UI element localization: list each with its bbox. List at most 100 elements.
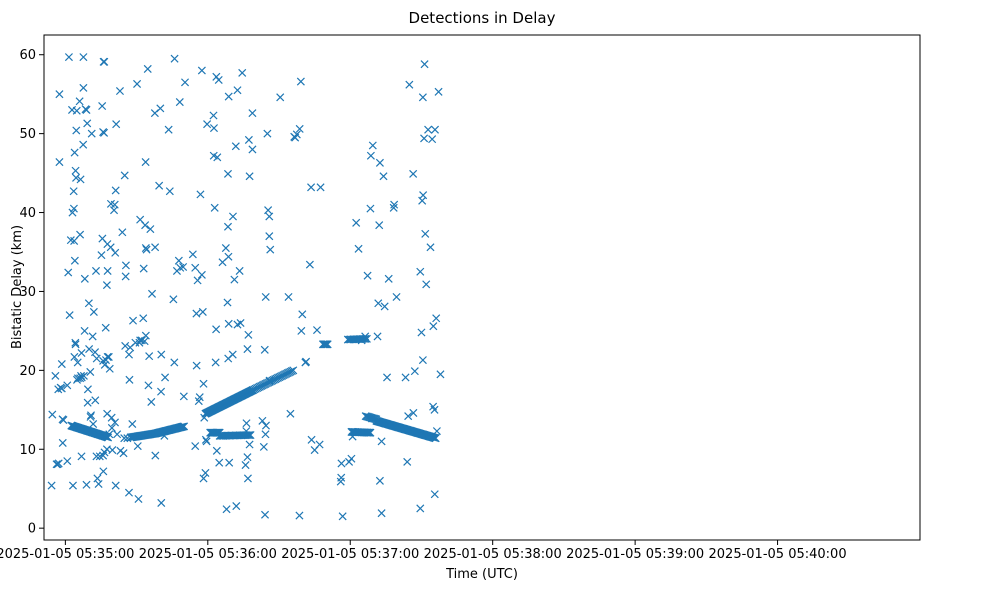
data-point-43 xyxy=(77,371,86,380)
data-point-265 xyxy=(307,435,316,444)
data-point-317 xyxy=(422,280,431,289)
data-point-150 xyxy=(147,397,156,406)
data-point-236 xyxy=(248,109,257,118)
data-point-156 xyxy=(157,387,166,396)
data-point-171 xyxy=(180,78,190,87)
data-point-88 xyxy=(101,323,110,332)
data-point-181 xyxy=(196,190,205,199)
data-point-174 xyxy=(191,263,200,272)
y-tick-label-6: 60 xyxy=(19,48,36,63)
data-point-201 xyxy=(214,75,223,85)
data-point-148 xyxy=(146,225,155,234)
data-point-29 xyxy=(70,256,79,265)
data-point-182 xyxy=(197,66,206,75)
data-point-567 xyxy=(243,431,252,440)
data-point-12 xyxy=(55,90,64,99)
y-tick-label-0: 0 xyxy=(28,522,36,537)
data-point-154 xyxy=(155,181,164,190)
data-point-152 xyxy=(151,243,160,252)
data-point-149 xyxy=(147,289,157,298)
data-point-222 xyxy=(235,266,244,275)
data-point-68 xyxy=(91,348,100,357)
data-point-59 xyxy=(84,299,93,308)
data-point-324 xyxy=(430,405,439,414)
data-point-295 xyxy=(384,274,393,283)
data-point-307 xyxy=(416,267,425,276)
data-point-32 xyxy=(71,166,80,175)
data-point-51 xyxy=(80,326,89,335)
data-point-91 xyxy=(102,281,111,290)
data-point-227 xyxy=(242,419,251,428)
data-point-76 xyxy=(97,251,106,260)
data-point-77 xyxy=(98,101,107,111)
data-point-115 xyxy=(119,449,128,458)
data-point-208 xyxy=(223,222,233,231)
data-point-47 xyxy=(79,140,88,149)
data-point-26 xyxy=(69,187,78,196)
data-point-13 xyxy=(55,158,64,167)
data-point-298 xyxy=(389,203,398,212)
data-point-11 xyxy=(58,438,67,447)
x-tick-label-0: 2025-01-05 05:35:00 xyxy=(0,547,134,562)
y-tick-label-5: 50 xyxy=(19,127,36,142)
data-point-131 xyxy=(133,442,142,451)
data-point-574 xyxy=(322,340,331,349)
data-point-196 xyxy=(211,358,220,367)
data-point-2 xyxy=(51,371,60,380)
data-point-617 xyxy=(366,428,375,437)
data-point-185 xyxy=(199,474,208,483)
data-point-123 xyxy=(124,488,134,497)
data-point-111 xyxy=(113,430,122,439)
data-point-49 xyxy=(79,53,88,62)
data-point-229 xyxy=(243,453,252,462)
data-point-252 xyxy=(286,409,295,418)
data-point-220 xyxy=(233,86,242,95)
data-point-163 xyxy=(169,295,178,304)
data-point-257 xyxy=(295,124,304,133)
data-point-82 xyxy=(99,467,108,476)
data-point-128 xyxy=(128,419,137,429)
data-point-18 xyxy=(64,53,73,62)
data-point-588 xyxy=(361,334,370,343)
data-point-107 xyxy=(111,248,120,257)
data-point-247 xyxy=(266,245,275,254)
data-point-58 xyxy=(83,398,92,407)
data-point-64 xyxy=(87,129,96,138)
data-point-302 xyxy=(404,412,413,421)
data-point-264 xyxy=(307,183,316,192)
data-point-568 xyxy=(245,431,254,440)
data-point-278 xyxy=(354,244,363,253)
data-point-67 xyxy=(89,307,98,316)
data-point-144 xyxy=(142,245,151,254)
x-axis-ticks: 2025-01-05 05:35:00 2025-01-05 05:36:00 20… xyxy=(0,540,847,562)
data-point-108 xyxy=(111,481,120,490)
data-point-102 xyxy=(107,423,116,432)
data-point-195 xyxy=(210,203,219,212)
data-point-157 xyxy=(157,498,166,507)
data-point-24 xyxy=(69,204,78,213)
data-point-211 xyxy=(224,319,233,328)
plot-frame xyxy=(43,34,921,541)
data-point-169 xyxy=(176,263,185,272)
data-point-8 xyxy=(57,384,66,393)
data-point-84 xyxy=(100,128,109,137)
data-point-124 xyxy=(125,375,134,384)
data-point-109 xyxy=(111,186,120,195)
data-point-69 xyxy=(91,396,100,405)
chart-title: Detections in Delay xyxy=(409,9,556,27)
data-point-241 xyxy=(261,430,270,439)
data-point-19 xyxy=(65,311,74,320)
data-point-200 xyxy=(213,153,222,162)
data-point-258 xyxy=(296,77,305,86)
data-point-306 xyxy=(410,367,419,376)
data-point-55 xyxy=(82,480,91,489)
data-point-323 xyxy=(429,322,438,331)
data-point-297 xyxy=(390,200,399,209)
data-point-290 xyxy=(375,476,384,485)
data-point-153 xyxy=(151,451,160,460)
data-point-194 xyxy=(209,124,219,133)
data-point-571 xyxy=(319,340,328,349)
data-point-573 xyxy=(321,340,330,349)
x-tick-label-5: 2025-01-05 05:40:00 xyxy=(709,547,847,562)
data-point-14 xyxy=(57,360,66,369)
